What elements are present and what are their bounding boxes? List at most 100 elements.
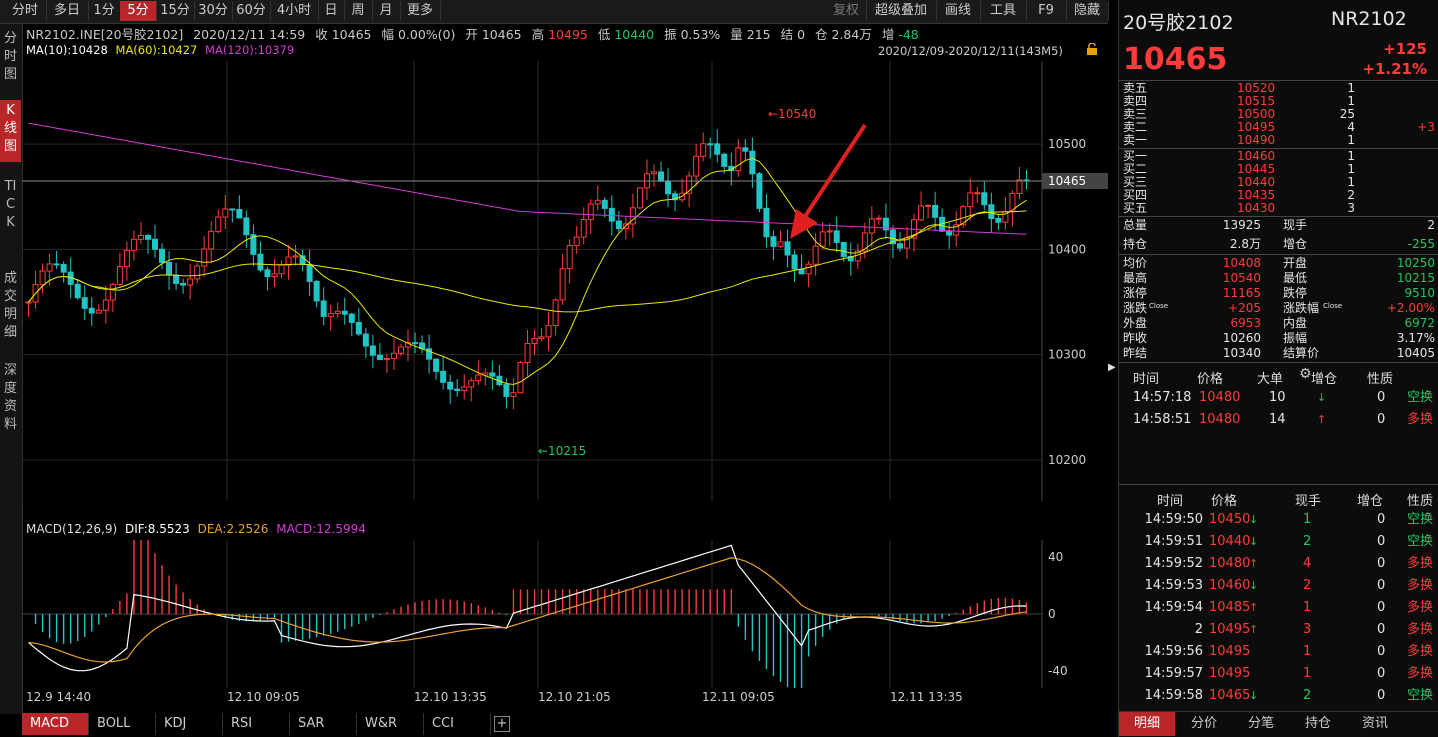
view-tab-1[interactable]: K线图 bbox=[0, 100, 21, 162]
up-arrow-icon: ↑ bbox=[1249, 557, 1259, 570]
indicator-tab-wr[interactable]: W&R bbox=[357, 713, 424, 735]
candle bbox=[819, 221, 826, 250]
indicator-tab-sar[interactable]: SAR bbox=[290, 713, 357, 735]
period-tab-0[interactable]: 分时 bbox=[4, 1, 47, 21]
level-price: 10445 bbox=[1237, 162, 1276, 176]
tick-row[interactable]: 14:59:56 10495 1 0 多换 bbox=[1144, 644, 1434, 659]
candle bbox=[201, 235, 208, 277]
period-tab-3[interactable]: 5分 bbox=[120, 1, 157, 21]
contract-symbol: NR2102 bbox=[1331, 8, 1407, 30]
tick-row[interactable]: 14:59:54 10485 ↑ 1 0 多换 bbox=[1144, 600, 1434, 615]
candle bbox=[580, 207, 587, 245]
tool-button-1[interactable]: 超级叠加 bbox=[866, 1, 937, 21]
macd-dea: DEA:2.2526 bbox=[197, 522, 269, 536]
candle bbox=[257, 241, 264, 273]
big-trade-row[interactable]: 14:57:18 10480 10 ↓ 0 空换 bbox=[1133, 390, 1434, 405]
detail-tab-0[interactable]: 明细 bbox=[1119, 712, 1175, 736]
candle bbox=[173, 262, 180, 291]
view-tab-2[interactable]: TICK bbox=[0, 176, 21, 256]
lock-icon[interactable] bbox=[1086, 43, 1098, 55]
indicator-tabs: MACD BOLL KDJ RSI SAR W&R CCI + bbox=[22, 713, 522, 735]
tick-row[interactable]: 14:59:57 10495 1 0 多换 bbox=[1144, 666, 1434, 681]
candle bbox=[566, 239, 573, 284]
stat-label: 最低 bbox=[1283, 271, 1308, 285]
stat-value: 13925 bbox=[1222, 218, 1261, 232]
candle bbox=[123, 241, 130, 281]
indicator-tab-kdj[interactable]: KDJ bbox=[156, 713, 223, 735]
period-tab-11[interactable]: 更多 bbox=[400, 1, 441, 21]
candle bbox=[208, 221, 215, 263]
stat-value: 11165 bbox=[1222, 286, 1261, 300]
bar-high: 高 10495 bbox=[531, 27, 588, 42]
macd-chart[interactable]: 40 0 -40 bbox=[22, 540, 1108, 688]
bar-volume: 量 215 bbox=[730, 27, 771, 42]
tick-row[interactable]: 14:59:52 10480 ↑ 4 0 多换 bbox=[1144, 556, 1434, 571]
tool-button-5[interactable]: 隐藏 bbox=[1066, 1, 1109, 21]
period-tab-4[interactable]: 15分 bbox=[156, 1, 195, 21]
indicator-tab-boll[interactable]: BOLL bbox=[89, 713, 156, 735]
tool-button-4[interactable]: F9 bbox=[1026, 1, 1067, 21]
tick-row[interactable]: 14:59:50 10450 ↓ 1 0 空换 bbox=[1144, 512, 1434, 527]
detail-tab-1[interactable]: 分价 bbox=[1190, 716, 1217, 731]
tool-button-2[interactable]: 画线 bbox=[936, 1, 981, 21]
candle bbox=[594, 185, 601, 211]
tool-button-3[interactable]: 工具 bbox=[980, 1, 1027, 21]
tick-row[interactable]: 14:59:53 10460 ↓ 2 0 多换 bbox=[1144, 578, 1434, 593]
period-tab-6[interactable]: 60分 bbox=[232, 1, 271, 21]
time-axis-label: 12.9 14:40 bbox=[26, 690, 92, 704]
detail-tab-3[interactable]: 持仓 bbox=[1304, 716, 1331, 731]
candle bbox=[306, 249, 313, 297]
candle bbox=[531, 329, 538, 356]
candle bbox=[102, 285, 109, 324]
indicator-tab-rsi[interactable]: RSI bbox=[223, 713, 290, 735]
period-tab-5[interactable]: 30分 bbox=[194, 1, 233, 21]
candle bbox=[953, 211, 960, 247]
tool-button-0[interactable]: 复权 bbox=[826, 1, 867, 21]
panel-toggle-icon[interactable]: ▶ bbox=[1108, 362, 1116, 373]
candle bbox=[763, 193, 770, 248]
stat-value: 6953 bbox=[1230, 316, 1261, 330]
macd-dif: DIF:8.5523 bbox=[124, 522, 190, 536]
stat-row: 涨跌 Close +205 涨跌幅 Close +2.00% bbox=[1123, 301, 1435, 315]
kline-chart[interactable]: 10500 10400 10300 10200 10465 ←10540 ←10215 bbox=[22, 61, 1108, 501]
stat-value: 9510 bbox=[1404, 286, 1435, 300]
candle bbox=[601, 197, 608, 218]
period-tab-7[interactable]: 4小时 bbox=[270, 1, 319, 21]
period-tab-10[interactable]: 月 bbox=[372, 1, 401, 21]
bar-open-interest: 仓 2.84万 bbox=[815, 27, 872, 42]
period-tab-9[interactable]: 周 bbox=[344, 1, 373, 21]
stat-label: 涨跌幅 bbox=[1283, 301, 1320, 315]
level-volume: 1 bbox=[1347, 175, 1355, 189]
candle bbox=[320, 287, 327, 326]
tick-row[interactable]: 2 10495 ↑ 3 0 多换 bbox=[1194, 622, 1434, 637]
view-tab-0[interactable]: 分时图 bbox=[0, 28, 21, 86]
add-indicator-icon[interactable]: + bbox=[494, 716, 510, 732]
stat-label: 均价 bbox=[1123, 256, 1148, 270]
period-tab-2[interactable]: 1分 bbox=[88, 1, 121, 21]
big-trade-row[interactable]: 14:58:51 10480 14 ↑ 0 多换 bbox=[1133, 412, 1434, 427]
indicator-tab-cci[interactable]: CCI bbox=[424, 713, 491, 735]
stat-row: 涨停 11165 跌停 9510 bbox=[1119, 286, 1438, 301]
view-tab-4[interactable]: 深度资料 bbox=[0, 360, 21, 438]
tick-row[interactable]: 14:59:51 10440 ↓ 2 0 空换 bbox=[1144, 534, 1434, 549]
candle bbox=[152, 224, 159, 258]
level-price: 10520 bbox=[1237, 81, 1276, 95]
stat-label: 内盘 bbox=[1283, 316, 1308, 330]
tick-row[interactable]: 14:59:58 10465 ↓ 2 0 空换 bbox=[1144, 688, 1434, 703]
bar-close: 收 10465 bbox=[315, 27, 372, 42]
down-arrow-icon: ↓ bbox=[1317, 391, 1327, 404]
candle bbox=[918, 191, 925, 222]
detail-tab-4[interactable]: 资讯 bbox=[1361, 716, 1388, 731]
candle bbox=[896, 231, 903, 252]
candle bbox=[39, 263, 46, 294]
candle bbox=[81, 285, 88, 321]
view-tab-3[interactable]: 成交明细 bbox=[0, 268, 21, 348]
candle bbox=[524, 329, 531, 376]
bids-level: 买一 10460 1 bbox=[1119, 150, 1438, 163]
settings-icon[interactable]: ⚙ bbox=[1299, 366, 1312, 382]
detail-tab-2[interactable]: 分笔 bbox=[1247, 716, 1274, 731]
period-tab-1[interactable]: 多日 bbox=[46, 1, 89, 21]
indicator-tab-macd[interactable]: MACD bbox=[22, 713, 89, 735]
period-tab-8[interactable]: 日 bbox=[318, 1, 345, 21]
candle bbox=[658, 161, 665, 182]
